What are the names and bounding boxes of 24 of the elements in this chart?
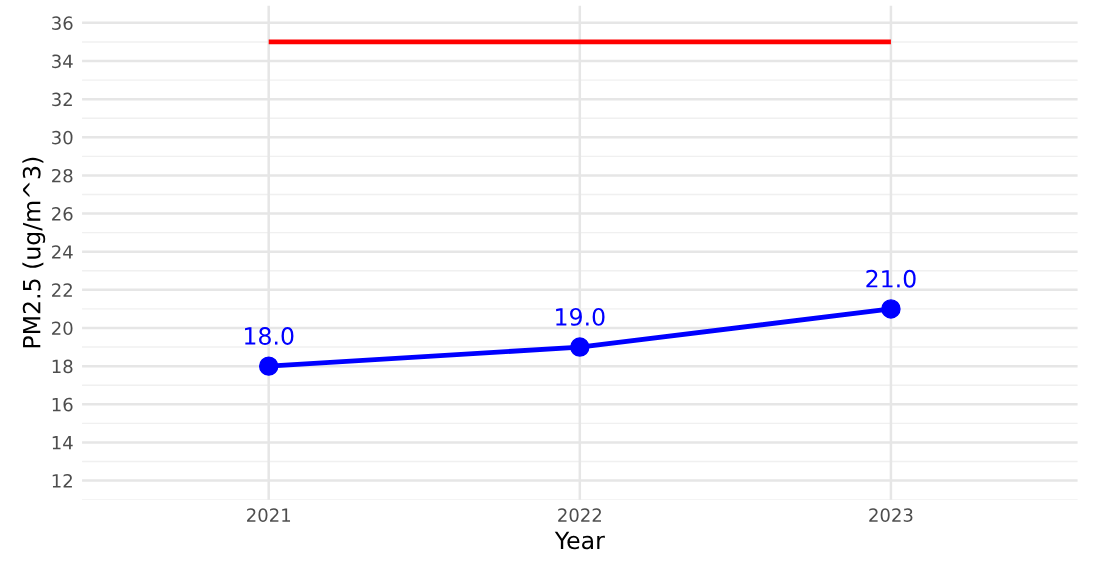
y-tick-label: 20 xyxy=(52,321,73,336)
y-tick-label: 36 xyxy=(52,16,73,30)
y-tick-label: 22 xyxy=(52,283,72,297)
y-tick-label: 30 xyxy=(52,130,73,145)
y-tick-label: 32 xyxy=(52,92,72,107)
data-label: 21.0 xyxy=(866,269,916,288)
y-tick-label: 34 xyxy=(52,54,73,69)
point xyxy=(881,299,901,319)
data-label: 19.0 xyxy=(556,307,605,326)
y-axis-title: PM2.5 (ug/m^3) xyxy=(22,157,46,348)
y-tick-label: 18 xyxy=(52,359,73,374)
y-tick-label: 12 xyxy=(52,474,72,488)
data-label: 18.0 xyxy=(245,327,294,345)
x-tick-label: 2022 xyxy=(558,508,601,522)
y-tick-label: 26 xyxy=(52,207,73,221)
x-tick-label: 2021 xyxy=(247,508,291,522)
y-tick-label: 24 xyxy=(52,245,73,259)
y-tick-label: 14 xyxy=(52,436,73,450)
point xyxy=(570,337,590,357)
y-tick-label: 16 xyxy=(52,397,73,412)
point xyxy=(258,356,279,376)
y-tick-label: 28 xyxy=(52,168,73,183)
x-axis-title: Year xyxy=(554,531,605,550)
x-tick-label: 2023 xyxy=(869,508,913,522)
